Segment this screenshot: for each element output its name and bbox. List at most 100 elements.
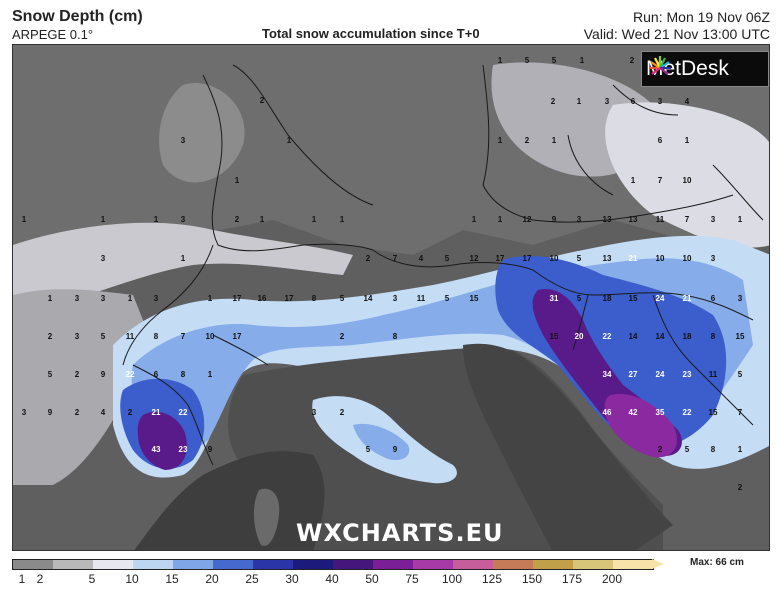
map-value-label: 8 [711,332,716,341]
legend-swatch [93,560,133,569]
legend-swatch [173,560,213,569]
corsica [253,488,280,546]
map-value-label: 5 [445,294,450,303]
map-value-label: 14 [656,332,665,341]
map-value-label: 3 [393,294,398,303]
legend-tick-label: 50 [365,572,379,586]
map-value-label: 3 [312,408,317,417]
chart-title: Snow Depth (cm) [12,8,143,25]
legend-tick-label: 20 [205,572,219,586]
legend-swatch [213,560,253,569]
map-value-label: 4 [685,97,690,106]
map-value-label: 2 [260,96,265,105]
map-value-label: 1 [738,215,743,224]
map-value-label: 21 [629,254,638,263]
map-value-label: 15 [550,332,559,341]
map-value-label: 1 [128,294,133,303]
map-value-label: 1 [580,56,585,65]
map-value-label: 2 [75,408,80,417]
map-value-label: 3 [738,294,743,303]
valid-time: Valid: Wed 21 Nov 13:00 UTC [583,26,770,42]
map-value-label: 17 [285,294,294,303]
map-value-label: 31 [550,294,559,303]
map-value-label: 12 [470,254,479,263]
map-value-label: 14 [364,294,373,303]
adriatic-sea [463,343,673,550]
map-value-label: 1 [738,445,743,454]
map-value-label: 10 [206,332,215,341]
model-name: ARPEGE 0.1° [12,27,94,42]
map-value-label: 2 [738,483,743,492]
snow-depth-map[interactable]: 5 5 1 1 2 2 1 3 6 3 4 2 3 1 1 2 1 6 1 1 1 7 10 1 1 1 3 2 1 1 1 1 1 12 9 3 13… [12,44,770,551]
legend-swatch [613,560,653,569]
run-time: Run: Mon 19 Nov 06Z [633,9,770,25]
map-value-label: 24 [656,370,665,379]
map-value-label: 3 [711,215,716,224]
map-value-label: 3 [605,97,610,106]
map-value-label: 5 [340,294,345,303]
legend-swatch [133,560,173,569]
map-value-label: 8 [154,332,159,341]
apennine-snow [353,423,410,461]
legend-swatch [373,560,413,569]
legend-tick-label: 2 [36,572,44,586]
map-value-label: 2 [75,370,80,379]
map-value-label: 1 [498,215,503,224]
legend-swatch [413,560,453,569]
map-value-label: 7 [181,332,186,341]
legend-swatch [453,560,493,569]
map-value-label: 9 [208,445,213,454]
map-value-label: 13 [603,215,612,224]
map-value-label: 2 [366,254,371,263]
light-patch [605,102,769,248]
map-value-label: 3 [101,294,106,303]
metdesk-logo: MetDesk [641,51,769,87]
map-value-label: 1 [260,215,265,224]
map-value-label: 7 [658,176,663,185]
legend-tick-label: 25 [245,572,259,586]
map-value-label: 1 [181,254,186,263]
map-value-label: 18 [603,294,612,303]
legend-swatch [493,560,533,569]
map-value-label: 2 [525,136,530,145]
map-value-label: 1 [552,136,557,145]
map-value-label: 1 [287,136,292,145]
map-value-label: 23 [683,370,692,379]
map-value-label: 11 [417,294,426,303]
map-value-label: 1 [498,56,503,65]
legend-tick-label: 100 [441,572,463,586]
map-value-label: 2 [128,408,133,417]
map-value-label: 5 [445,254,450,263]
map-canvas: 5 51 1 22 1 3 6 3 423 1 1 2 1 6 11 1 7 101 1 1 3 2 1 1 1 1 1 12 9 3 13… [13,45,769,550]
map-value-label: 1 [498,136,503,145]
legend-tick-label: 175 [561,572,583,586]
map-value-label: 18 [683,332,692,341]
map-value-label: 2 [630,56,635,65]
map-value-label: 22 [683,408,692,417]
legend-tick-label: 150 [521,572,543,586]
legend-tick-label: 1 [18,572,26,586]
map-value-label: 10 [550,254,559,263]
map-value-label: 15 [629,294,638,303]
map-value-label: 1 [48,294,53,303]
map-value-label: 14 [629,332,638,341]
map-value-label: 22 [126,370,135,379]
map-value-label: 3 [181,215,186,224]
legend-swatch [253,560,293,569]
map-value-label: 9 [48,408,53,417]
map-value-label: 24 [656,294,665,303]
map-value-label: 9 [552,215,557,224]
legend-tick-label: 30 [285,572,299,586]
map-value-label: 3 [577,215,582,224]
map-value-label: 46 [603,408,612,417]
map-value-label: 1 [22,215,27,224]
map-value-label: 3 [181,136,186,145]
legend-swatch [293,560,333,569]
map-value-label: 5 [552,56,557,65]
map-value-label: 27 [629,370,638,379]
snow-max-magenta [604,394,677,458]
map-value-label: 13 [603,254,612,263]
legend-tick-label: 5 [88,572,96,586]
map-value-label: 8 [393,332,398,341]
map-value-label: 35 [656,408,665,417]
